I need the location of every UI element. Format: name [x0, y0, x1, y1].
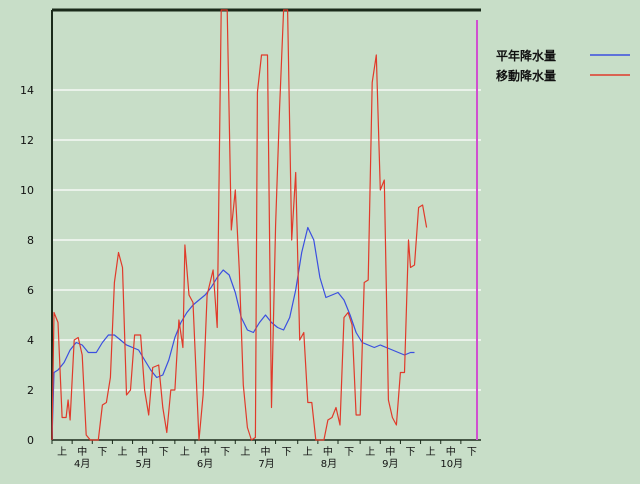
x-dekad-label: 下 — [220, 447, 230, 458]
y-tick-label: 0 — [27, 434, 34, 447]
x-dekad-label: 上 — [303, 446, 313, 458]
x-dekad-label: 下 — [344, 447, 354, 458]
x-month-label: 6月 — [197, 458, 213, 470]
x-dekad-label: 中 — [138, 445, 148, 458]
y-tick-label: 6 — [27, 284, 34, 297]
x-dekad-label: 上 — [57, 446, 67, 458]
x-dekad-label: 下 — [282, 447, 292, 458]
y-tick-label: 10 — [20, 184, 34, 197]
x-dekad-label: 中 — [446, 445, 456, 458]
y-tick-label: 2 — [27, 384, 34, 397]
x-dekad-label: 上 — [426, 446, 436, 458]
series-line-1 — [51, 9, 428, 441]
x-dekad-label: 中 — [260, 445, 270, 458]
y-tick-label: 12 — [20, 134, 34, 147]
x-dekad-label: 上 — [240, 446, 250, 458]
series-line-0 — [51, 226, 415, 441]
x-month-label: 5月 — [135, 458, 151, 470]
x-month-label: 7月 — [258, 458, 274, 470]
legend-label-0: 平年降水量 — [496, 48, 556, 63]
y-tick-label: 14 — [20, 84, 34, 97]
x-dekad-label: 上 — [365, 446, 375, 458]
x-dekad-label: 中 — [323, 445, 333, 458]
x-month-label: 8月 — [321, 458, 337, 470]
x-dekad-label: 下 — [406, 447, 416, 458]
legend-label-1: 移動降水量 — [496, 68, 556, 83]
x-dekad-label: 中 — [385, 445, 395, 458]
x-month-label: 9月 — [382, 458, 398, 470]
x-dekad-label: 下 — [159, 447, 169, 458]
x-dekad-label: 下 — [467, 447, 477, 458]
x-month-label: 10月 — [440, 458, 463, 470]
y-tick-label: 4 — [27, 334, 34, 347]
x-dekad-label: 中 — [77, 445, 87, 458]
x-dekad-label: 上 — [180, 446, 190, 458]
x-dekad-label: 下 — [97, 447, 107, 458]
series-layer — [51, 9, 428, 441]
y-tick-label: 8 — [27, 234, 34, 247]
x-month-label: 4月 — [74, 458, 90, 470]
x-dekad-label: 上 — [117, 446, 127, 458]
x-dekad-label: 中 — [200, 445, 210, 458]
axis-layer: 02468101214上中下4月上中下5月上中下6月上中下7月上中下8月上中下9… — [20, 8, 481, 470]
